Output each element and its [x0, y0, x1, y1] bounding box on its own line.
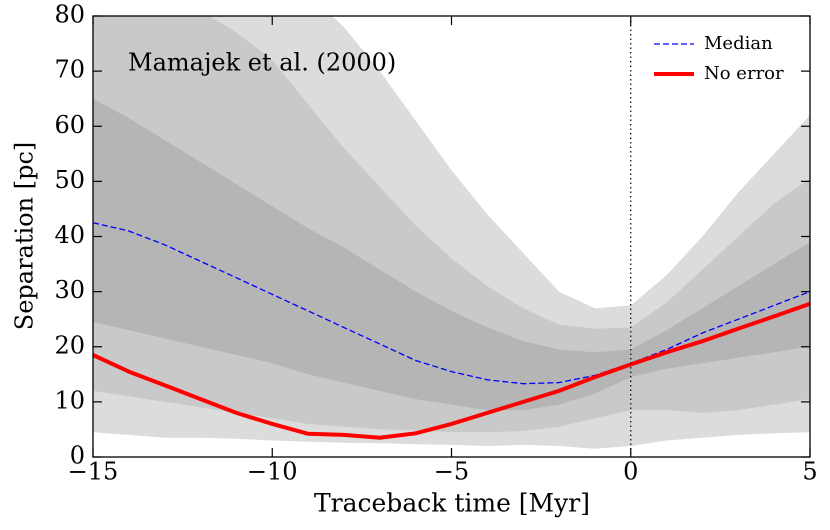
y-tick-label: 50 — [54, 166, 85, 194]
y-tick-label: 10 — [54, 386, 85, 414]
confidence-band — [93, 98, 810, 411]
y-tick-label: 80 — [54, 1, 85, 29]
x-tick-label: −5 — [434, 458, 469, 486]
x-tick-label: −10 — [247, 458, 298, 486]
annotation: Mamajek et al. (2000) — [128, 49, 396, 77]
y-axis-label: Separation [pc] — [11, 142, 39, 330]
series-line — [93, 222, 810, 385]
x-tick-label: 5 — [802, 458, 817, 486]
y-tick-label: 20 — [54, 331, 85, 359]
y-tick-label: 40 — [54, 221, 85, 249]
plot-area — [93, 16, 810, 457]
x-tick-label: −15 — [68, 458, 119, 486]
x-axis-label: Traceback time [Myr] — [314, 489, 590, 518]
y-tick-label: 0 — [70, 442, 85, 470]
legend-label: No error — [704, 63, 784, 84]
x-tick-label: 0 — [623, 458, 638, 486]
legend-label: Median — [704, 33, 773, 54]
series-line — [93, 301, 810, 440]
y-tick-label: 70 — [54, 56, 85, 84]
y-tick-label: 30 — [54, 276, 85, 304]
legend: Median No error — [654, 33, 784, 84]
y-tick-label: 60 — [54, 111, 85, 139]
